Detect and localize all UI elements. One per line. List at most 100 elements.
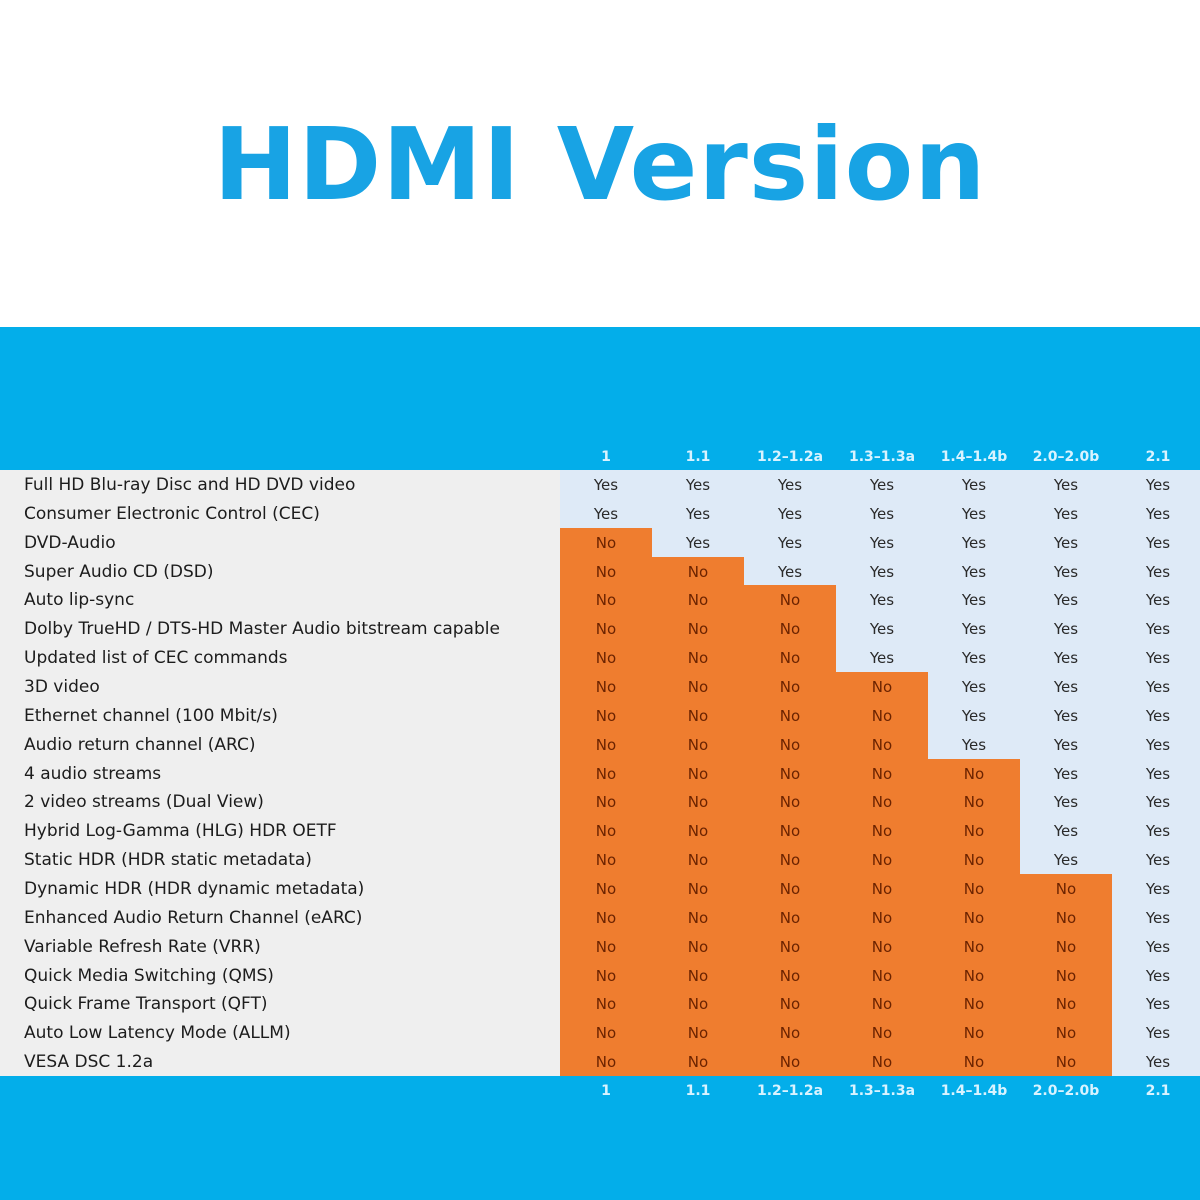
table-cell: Yes <box>869 562 895 581</box>
table-cell: Yes <box>1145 822 1171 841</box>
table-row: 3D video No No No No Yes Yes Yes <box>0 672 1200 702</box>
table-cell: Yes <box>1145 620 1171 639</box>
table-cell: No <box>744 989 836 1019</box>
table-cell: Yes <box>961 504 987 523</box>
table-cell: No <box>836 902 928 933</box>
feature-label: Updated list of CEC commands <box>24 648 288 669</box>
table-cell: Yes <box>961 678 987 696</box>
table-cell: No <box>928 816 1020 846</box>
table-cell: No <box>560 1047 652 1077</box>
table-cell: No <box>560 556 652 586</box>
table-cell: No <box>836 989 928 1019</box>
table-cell: No <box>560 816 652 846</box>
table-cell: No <box>744 1047 836 1077</box>
table-cell: No <box>652 902 744 933</box>
table-cell: Yes <box>869 591 895 610</box>
table-cell: No <box>560 787 652 817</box>
table-cell: Yes <box>1053 562 1079 581</box>
page-title: HDMI Version <box>213 106 987 223</box>
table-row: Static HDR (HDR static metadata) No No No No… <box>0 845 1200 875</box>
table-cell: No <box>560 643 652 673</box>
table-cell: Yes <box>1145 937 1171 956</box>
table-cell: No <box>928 902 1020 933</box>
table-cell: Yes <box>1145 764 1171 783</box>
feature-label: Variable Refresh Rate (VRR) <box>24 936 261 957</box>
table-cell: No <box>744 614 836 644</box>
feature-label: Hybrid Log-Gamma (HLG) HDR OETF <box>24 821 337 842</box>
table-cell: Yes <box>1145 591 1171 610</box>
table-cell: Yes <box>1053 706 1079 725</box>
feature-label: Dolby TrueHD / DTS-HD Master Audio bitst… <box>24 619 500 640</box>
feature-label: Ethernet channel (100 Mbit/s) <box>24 705 278 726</box>
table-cell: Yes <box>1053 620 1079 639</box>
header-version-0: 1 <box>601 449 611 465</box>
header-version-6: 2.1 <box>1145 449 1171 465</box>
table-cell: No <box>560 585 652 615</box>
footer-version-2: 1.2–1.2a <box>756 1083 824 1099</box>
table-cell: No <box>836 729 928 760</box>
table-cell: Yes <box>869 649 895 668</box>
table-cell: No <box>836 1018 928 1048</box>
table-cell: No <box>1020 960 1112 990</box>
table-cell: Yes <box>1145 562 1171 581</box>
table-cell: No <box>652 643 744 673</box>
table-cell: Yes <box>1053 735 1079 754</box>
table-cell: Yes <box>685 476 711 494</box>
feature-label: Quick Media Switching (QMS) <box>24 965 274 986</box>
table-cell: No <box>560 527 652 558</box>
table-cell: No <box>744 845 836 875</box>
table-cell: No <box>652 787 744 817</box>
table-cell: Yes <box>1053 533 1079 552</box>
table-cell: No <box>744 758 836 788</box>
table-cell: No <box>836 672 928 702</box>
table-cell: No <box>560 758 652 788</box>
table-cell: Yes <box>1145 966 1171 985</box>
table-cell: No <box>836 816 928 846</box>
table-cell: Yes <box>1145 706 1171 725</box>
table-row: VESA DSC 1.2a No No No No No No Yes <box>0 1047 1200 1077</box>
table-cell: No <box>928 960 1020 990</box>
table-row: Enhanced Audio Return Channel (eARC) No No… <box>0 902 1200 933</box>
header-version-3: 1.3–1.3a <box>848 449 916 465</box>
table-cell: Yes <box>961 476 987 494</box>
table-cell: Yes <box>777 504 803 523</box>
table-cell: Yes <box>869 504 895 523</box>
table-cell: Yes <box>961 735 987 754</box>
table-row: Audio return channel (ARC) No No No No Yes Yes… <box>0 729 1200 760</box>
table-cell: Yes <box>1145 735 1171 754</box>
table-cell: No <box>928 787 1020 817</box>
table-cell: No <box>560 931 652 962</box>
table-row: Auto lip-sync No No No Yes Yes Yes Yes <box>0 585 1200 615</box>
table-cell: No <box>560 960 652 990</box>
table-cell: No <box>652 672 744 702</box>
feature-label: Super Audio CD (DSD) <box>24 561 214 582</box>
table-row: Super Audio CD (DSD) No No Yes Yes Yes Yes Yes <box>0 556 1200 586</box>
feature-label: Auto lip-sync <box>24 590 135 611</box>
table-cell: Yes <box>685 504 711 523</box>
footer-version-5: 2.0–2.0b <box>1032 1083 1100 1099</box>
table-cell: No <box>744 1018 836 1048</box>
table-row: DVD-Audio No Yes Yes Yes Yes Yes Yes <box>0 527 1200 558</box>
table-cell: Yes <box>1053 822 1079 841</box>
table-cell: Yes <box>1053 764 1079 783</box>
table-cell: No <box>560 989 652 1019</box>
table-row: Dolby TrueHD / DTS-HD Master Audio bitst… <box>0 614 1200 644</box>
table-cell: No <box>744 902 836 933</box>
table-cell: No <box>652 989 744 1019</box>
table-cell: No <box>744 874 836 904</box>
table-row: Updated list of CEC commands No No No Yes Yes… <box>0 643 1200 673</box>
feature-label: Dynamic HDR (HDR dynamic metadata) <box>24 879 365 899</box>
table-cell: Yes <box>961 649 987 668</box>
table-cell: No <box>652 700 744 731</box>
table-cell: Yes <box>1053 591 1079 610</box>
table-cell: Yes <box>1053 476 1079 494</box>
table-cell: No <box>928 874 1020 904</box>
table-cell: No <box>836 874 928 904</box>
version-header-row: 1 1.1 1.2–1.2a 1.3–1.3a 1.4–1.4b 2.0–2.0b 2.1 <box>0 445 1200 469</box>
table-row: 4 audio streams No No No No No Yes Yes <box>0 758 1200 788</box>
table-row: Ethernet channel (100 Mbit/s) No No No No Yes… <box>0 700 1200 731</box>
table-cell: No <box>560 902 652 933</box>
footer-version-6: 2.1 <box>1145 1083 1171 1099</box>
table-cell: Yes <box>1053 793 1079 812</box>
header-version-5: 2.0–2.0b <box>1032 449 1100 465</box>
